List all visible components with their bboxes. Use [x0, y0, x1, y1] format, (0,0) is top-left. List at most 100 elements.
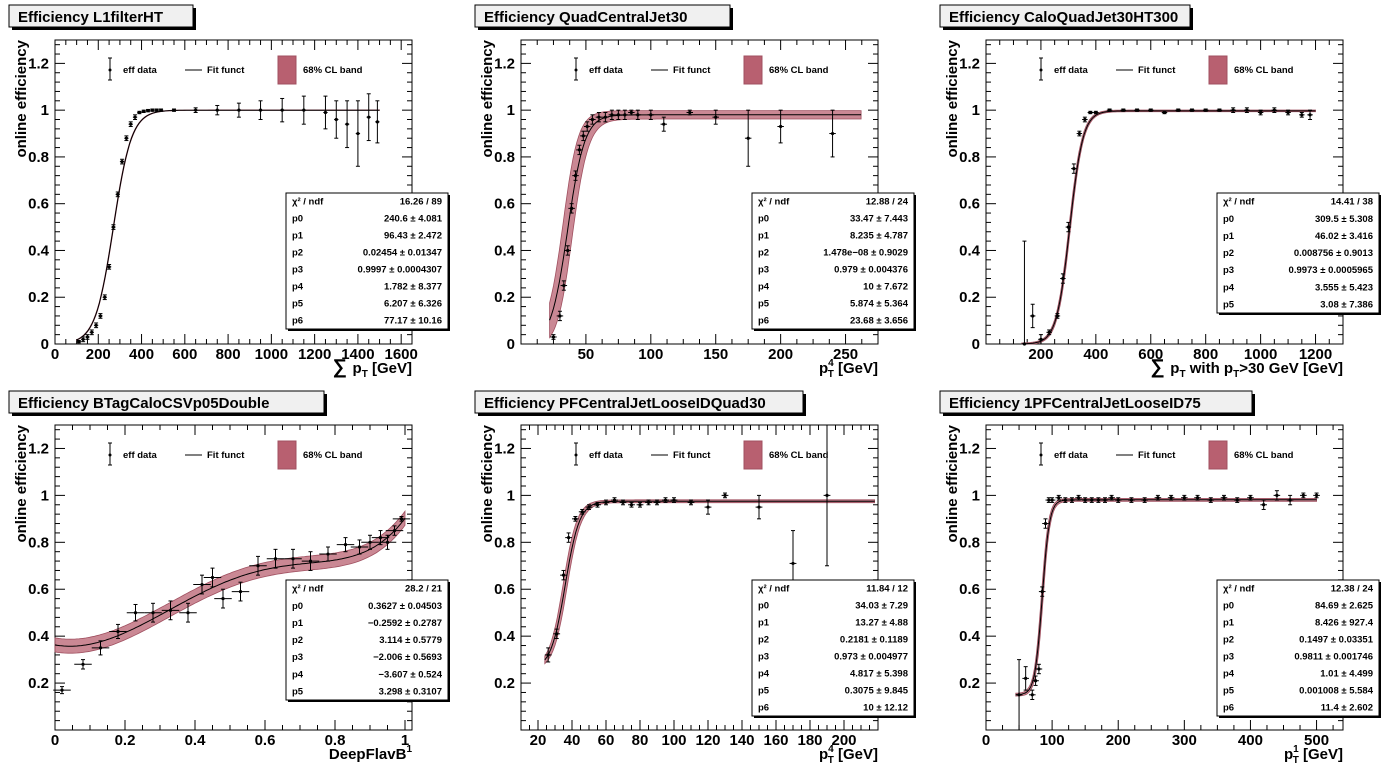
x-axis-title-sup: 4 [828, 744, 834, 755]
x-axis-title: p1 T [GeV] [1284, 744, 1343, 766]
stats-value: 3.08 ± 7.386 [1320, 300, 1373, 311]
data-point [74, 659, 92, 670]
stats-name: p1 [1223, 231, 1235, 242]
data-point [1101, 497, 1109, 503]
y-tick-label: 0.4 [494, 628, 516, 645]
marker [1063, 498, 1067, 502]
data-point [1285, 109, 1291, 116]
data-point [628, 501, 635, 508]
data-point [1071, 163, 1077, 174]
marker [155, 108, 159, 112]
x-tick-label: 0.2 [115, 732, 136, 749]
x-axis-title-rest: with p [1186, 360, 1234, 377]
data-point [236, 102, 242, 118]
data-point [594, 501, 601, 508]
data-point [1271, 107, 1278, 113]
x-tick-label: 0 [982, 732, 990, 749]
marker [150, 108, 154, 112]
y-tick-label: 1.2 [959, 55, 980, 72]
marker [723, 493, 727, 497]
y-tick-label: 1 [507, 102, 515, 119]
y-tick-label: 0.8 [959, 149, 980, 166]
stats-name: p4 [292, 669, 304, 680]
x-axis-title-main: p [819, 360, 828, 377]
data-point [336, 537, 355, 553]
y-tick-label: 1.2 [28, 440, 49, 457]
legend-data-marker [108, 453, 112, 457]
x-axis-title-main: DeepFlavB [329, 746, 407, 763]
marker [623, 113, 627, 117]
x-axis: 0 200 400 600 800 1000 1200 1400 1600 [51, 40, 418, 363]
marker [273, 557, 278, 561]
x-tick-label: 0 [51, 346, 59, 363]
legend-data-marker [1039, 68, 1043, 72]
y-tick-label: 1.2 [494, 440, 515, 457]
title-box [939, 390, 1253, 414]
marker [368, 540, 372, 544]
stats-value: 3.555 ± 5.423 [1315, 282, 1373, 293]
stats-name: p4 [1223, 669, 1235, 680]
data-point [1081, 497, 1089, 503]
marker [1149, 108, 1153, 112]
data-point [301, 551, 320, 571]
x-axis-title-rest2: >30 GeV [GeV] [1239, 360, 1343, 377]
data-point [1032, 675, 1039, 686]
stats-value: 10 ± 12.12 [863, 703, 908, 714]
marker [610, 113, 614, 117]
marker [1022, 342, 1027, 346]
data-point [158, 108, 164, 112]
marker [1156, 496, 1160, 500]
marker [302, 108, 306, 112]
marker [646, 500, 651, 505]
data-point [154, 108, 159, 112]
marker [616, 113, 620, 117]
data-point [145, 108, 151, 113]
data-point [1062, 497, 1069, 503]
stats-name: p3 [292, 265, 303, 276]
x-tick-label: 200 [86, 346, 111, 363]
data-point [1106, 108, 1113, 112]
marker [1040, 589, 1044, 594]
y-tick-label: 0.8 [28, 149, 49, 166]
data-point [76, 339, 81, 344]
stats-value: 0.9811 ± 0.001746 [1294, 652, 1373, 663]
data-point [1247, 494, 1254, 501]
data-point [744, 109, 752, 167]
stats-name: p0 [1223, 214, 1234, 225]
x-tick-label: 0.4 [185, 732, 207, 749]
x-axis-title-rest: [GeV] [1299, 746, 1343, 763]
marker [581, 134, 585, 138]
x-axis-title-main: p [1170, 360, 1179, 377]
marker [1061, 276, 1065, 281]
stats-name: p1 [758, 618, 770, 629]
data-point [106, 263, 112, 270]
data-point [564, 245, 571, 256]
marker [237, 108, 241, 112]
data-series [550, 109, 836, 340]
x-tick-label: 100 [661, 732, 686, 749]
stats-name: p1 [292, 231, 304, 242]
marker [1083, 498, 1087, 502]
stats-value: 1.01 ± 4.499 [1320, 669, 1373, 680]
stats-value: 0.2181 ± 0.1189 [840, 635, 908, 646]
data-point [124, 135, 129, 142]
stats-name: p1 [758, 231, 770, 242]
x-axis-title-sup: 1 [1293, 744, 1299, 755]
cl-band [1021, 109, 1316, 345]
data-point [553, 628, 561, 639]
stats-value: 12.38 / 24 [1331, 584, 1374, 595]
marker [706, 505, 710, 509]
legend-label-band: 68% CL band [1234, 65, 1294, 76]
y-tick-label: 1 [507, 487, 515, 504]
data-point [636, 501, 644, 508]
stats-panel [751, 579, 915, 717]
y-axis: 0.2 0.4 0.6 0.8 1 1.2 [494, 429, 878, 731]
stats-name: p2 [758, 635, 769, 646]
data-point [214, 588, 232, 609]
marker [81, 337, 85, 341]
stats-value: 14.41 / 38 [1331, 197, 1373, 208]
x-tick-label: 160 [763, 732, 788, 749]
cl-band [1015, 498, 1317, 697]
data-point [1134, 108, 1140, 112]
marker [791, 561, 795, 566]
